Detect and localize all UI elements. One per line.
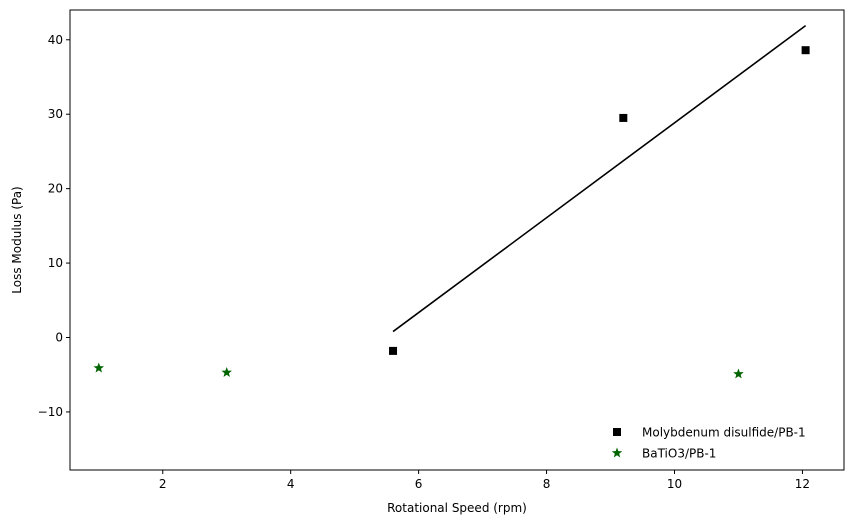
data-point-series-2 [93, 362, 105, 373]
y-tick-label: 20 [48, 182, 63, 196]
data-point-series-1 [389, 346, 398, 355]
data-point-series-2 [733, 368, 744, 379]
x-tick-label: 2 [159, 477, 167, 491]
y-tick-label: 30 [48, 107, 63, 121]
y-axis-label: Loss Modulus (Pa) [10, 186, 24, 293]
x-tick-label: 12 [795, 477, 810, 491]
y-tick-label: −10 [38, 405, 63, 419]
legend-label-1: Molybdenum disulfide/PB-1 [642, 426, 806, 440]
fit-line-group [392, 24, 807, 333]
y-tick-label: 0 [55, 331, 63, 345]
y-tick-label: 10 [48, 256, 63, 270]
legend-marker-1 [613, 428, 621, 436]
plot-frame [69, 9, 845, 471]
x-tick-label: 10 [667, 477, 682, 491]
x-tick-label: 8 [543, 477, 551, 491]
legend-marker-2 [611, 447, 623, 458]
y-tick-label: 40 [48, 33, 63, 47]
y-axis: −10 0 10 20 30 40 [38, 33, 70, 419]
legend: Molybdenum disulfide/PB-1 BaTiO3/PB-1 [611, 426, 806, 461]
x-tick-label: 6 [415, 477, 423, 491]
x-axis-label: Rotational Speed (rpm) [387, 501, 527, 515]
data-point-series-2 [221, 366, 232, 377]
data-point-series-1 [619, 113, 628, 122]
data-point-series-1 [801, 46, 810, 55]
x-axis: 2 4 6 8 10 12 [159, 470, 810, 491]
fit-line [392, 24, 807, 333]
data-points [93, 46, 810, 379]
x-tick-label: 4 [287, 477, 295, 491]
legend-label-2: BaTiO3/PB-1 [642, 447, 716, 461]
